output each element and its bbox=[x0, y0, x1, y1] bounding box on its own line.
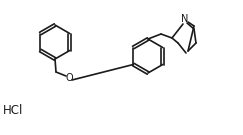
Text: HCl: HCl bbox=[3, 104, 24, 117]
Text: O: O bbox=[65, 73, 73, 83]
Text: N: N bbox=[181, 14, 189, 24]
